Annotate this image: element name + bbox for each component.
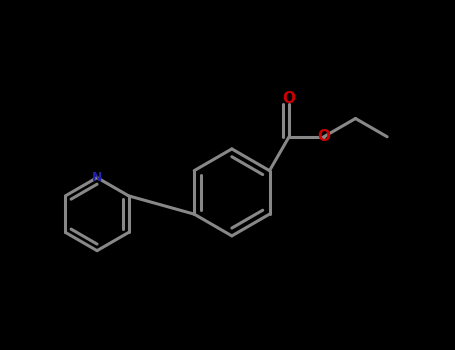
Text: N: N (92, 171, 102, 184)
Text: O: O (283, 91, 296, 106)
Text: O: O (317, 129, 330, 144)
